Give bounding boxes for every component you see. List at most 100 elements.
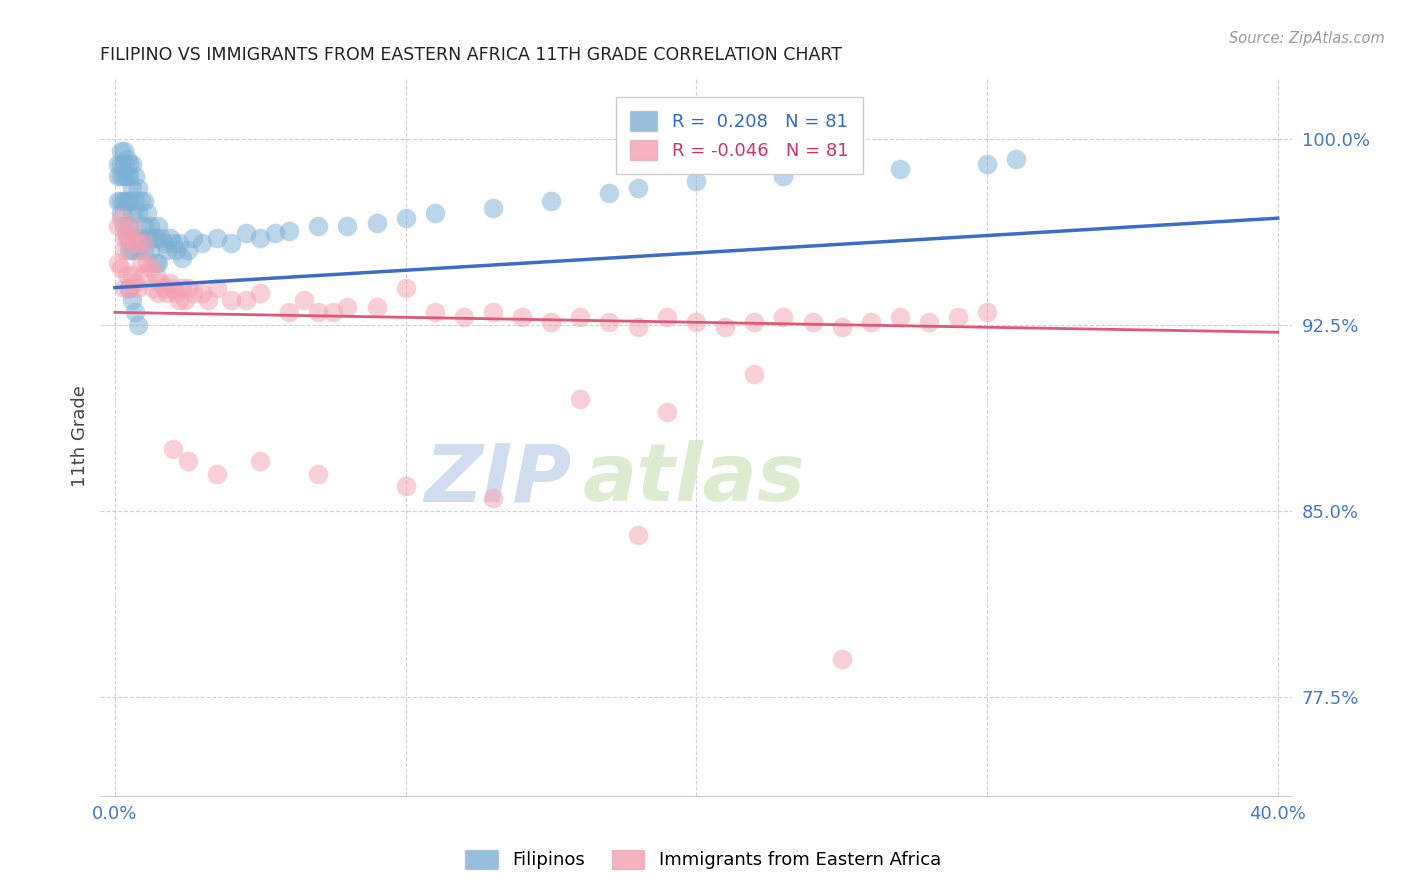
Point bbox=[889, 161, 911, 176]
Point bbox=[394, 479, 416, 493]
Point bbox=[569, 392, 592, 406]
Point bbox=[183, 285, 205, 300]
Point bbox=[139, 244, 162, 258]
Point bbox=[170, 251, 193, 265]
Point bbox=[121, 181, 143, 195]
Point bbox=[976, 305, 998, 319]
Point bbox=[772, 169, 794, 183]
Point bbox=[153, 235, 176, 250]
Point bbox=[162, 442, 184, 456]
Point bbox=[627, 181, 650, 195]
Point bbox=[121, 206, 143, 220]
Point bbox=[191, 285, 214, 300]
Point bbox=[127, 280, 149, 294]
Point bbox=[510, 310, 533, 325]
Point bbox=[124, 231, 146, 245]
Point bbox=[453, 310, 475, 325]
Point bbox=[121, 156, 143, 170]
Point bbox=[859, 315, 882, 329]
Point bbox=[139, 260, 162, 275]
Point bbox=[918, 315, 941, 329]
Point bbox=[278, 223, 301, 237]
Point bbox=[366, 301, 388, 315]
Point bbox=[307, 467, 329, 481]
Point bbox=[121, 244, 143, 258]
Point bbox=[249, 231, 271, 245]
Point bbox=[946, 310, 969, 325]
Point bbox=[135, 206, 157, 220]
Point bbox=[205, 467, 228, 481]
Point bbox=[148, 219, 170, 233]
Point bbox=[112, 169, 135, 183]
Point bbox=[132, 235, 155, 250]
Point bbox=[110, 194, 132, 208]
Point bbox=[744, 368, 766, 382]
Point bbox=[135, 256, 157, 270]
Point bbox=[124, 194, 146, 208]
Point bbox=[176, 454, 198, 468]
Point bbox=[107, 194, 129, 208]
Point bbox=[744, 315, 766, 329]
Point bbox=[127, 318, 149, 332]
Point bbox=[132, 194, 155, 208]
Text: Source: ZipAtlas.com: Source: ZipAtlas.com bbox=[1229, 31, 1385, 46]
Point bbox=[118, 156, 141, 170]
Point bbox=[540, 315, 562, 329]
Point bbox=[165, 285, 187, 300]
Point bbox=[115, 152, 138, 166]
Point bbox=[598, 186, 620, 201]
Point bbox=[831, 320, 853, 334]
Point bbox=[394, 211, 416, 226]
Point bbox=[159, 231, 181, 245]
Point bbox=[205, 231, 228, 245]
Point bbox=[173, 293, 195, 307]
Point bbox=[127, 181, 149, 195]
Point bbox=[110, 206, 132, 220]
Point bbox=[170, 280, 193, 294]
Point bbox=[121, 293, 143, 307]
Point bbox=[124, 305, 146, 319]
Point bbox=[118, 219, 141, 233]
Point bbox=[115, 231, 138, 245]
Text: FILIPINO VS IMMIGRANTS FROM EASTERN AFRICA 11TH GRADE CORRELATION CHART: FILIPINO VS IMMIGRANTS FROM EASTERN AFRI… bbox=[100, 46, 842, 64]
Point bbox=[127, 206, 149, 220]
Point bbox=[118, 280, 141, 294]
Point bbox=[278, 305, 301, 319]
Point bbox=[150, 231, 173, 245]
Point bbox=[132, 219, 155, 233]
Point bbox=[336, 219, 359, 233]
Point bbox=[124, 276, 146, 290]
Point bbox=[110, 156, 132, 170]
Point bbox=[598, 315, 620, 329]
Point bbox=[115, 194, 138, 208]
Point bbox=[110, 169, 132, 183]
Point bbox=[394, 280, 416, 294]
Point bbox=[714, 320, 737, 334]
Point bbox=[685, 174, 707, 188]
Point bbox=[307, 219, 329, 233]
Point bbox=[159, 276, 181, 290]
Point bbox=[124, 235, 146, 250]
Point bbox=[107, 169, 129, 183]
Point bbox=[481, 305, 503, 319]
Point bbox=[176, 244, 198, 258]
Point bbox=[569, 310, 592, 325]
Point bbox=[176, 280, 198, 294]
Point bbox=[115, 226, 138, 240]
Point bbox=[156, 244, 179, 258]
Point bbox=[112, 244, 135, 258]
Point bbox=[148, 285, 170, 300]
Point bbox=[150, 276, 173, 290]
Point bbox=[336, 301, 359, 315]
Point bbox=[112, 219, 135, 233]
Point bbox=[142, 280, 165, 294]
Point bbox=[107, 156, 129, 170]
Point bbox=[129, 231, 152, 245]
Point bbox=[165, 244, 187, 258]
Point bbox=[481, 491, 503, 506]
Point bbox=[976, 156, 998, 170]
Point bbox=[423, 305, 446, 319]
Point bbox=[191, 235, 214, 250]
Point bbox=[110, 260, 132, 275]
Point bbox=[156, 285, 179, 300]
